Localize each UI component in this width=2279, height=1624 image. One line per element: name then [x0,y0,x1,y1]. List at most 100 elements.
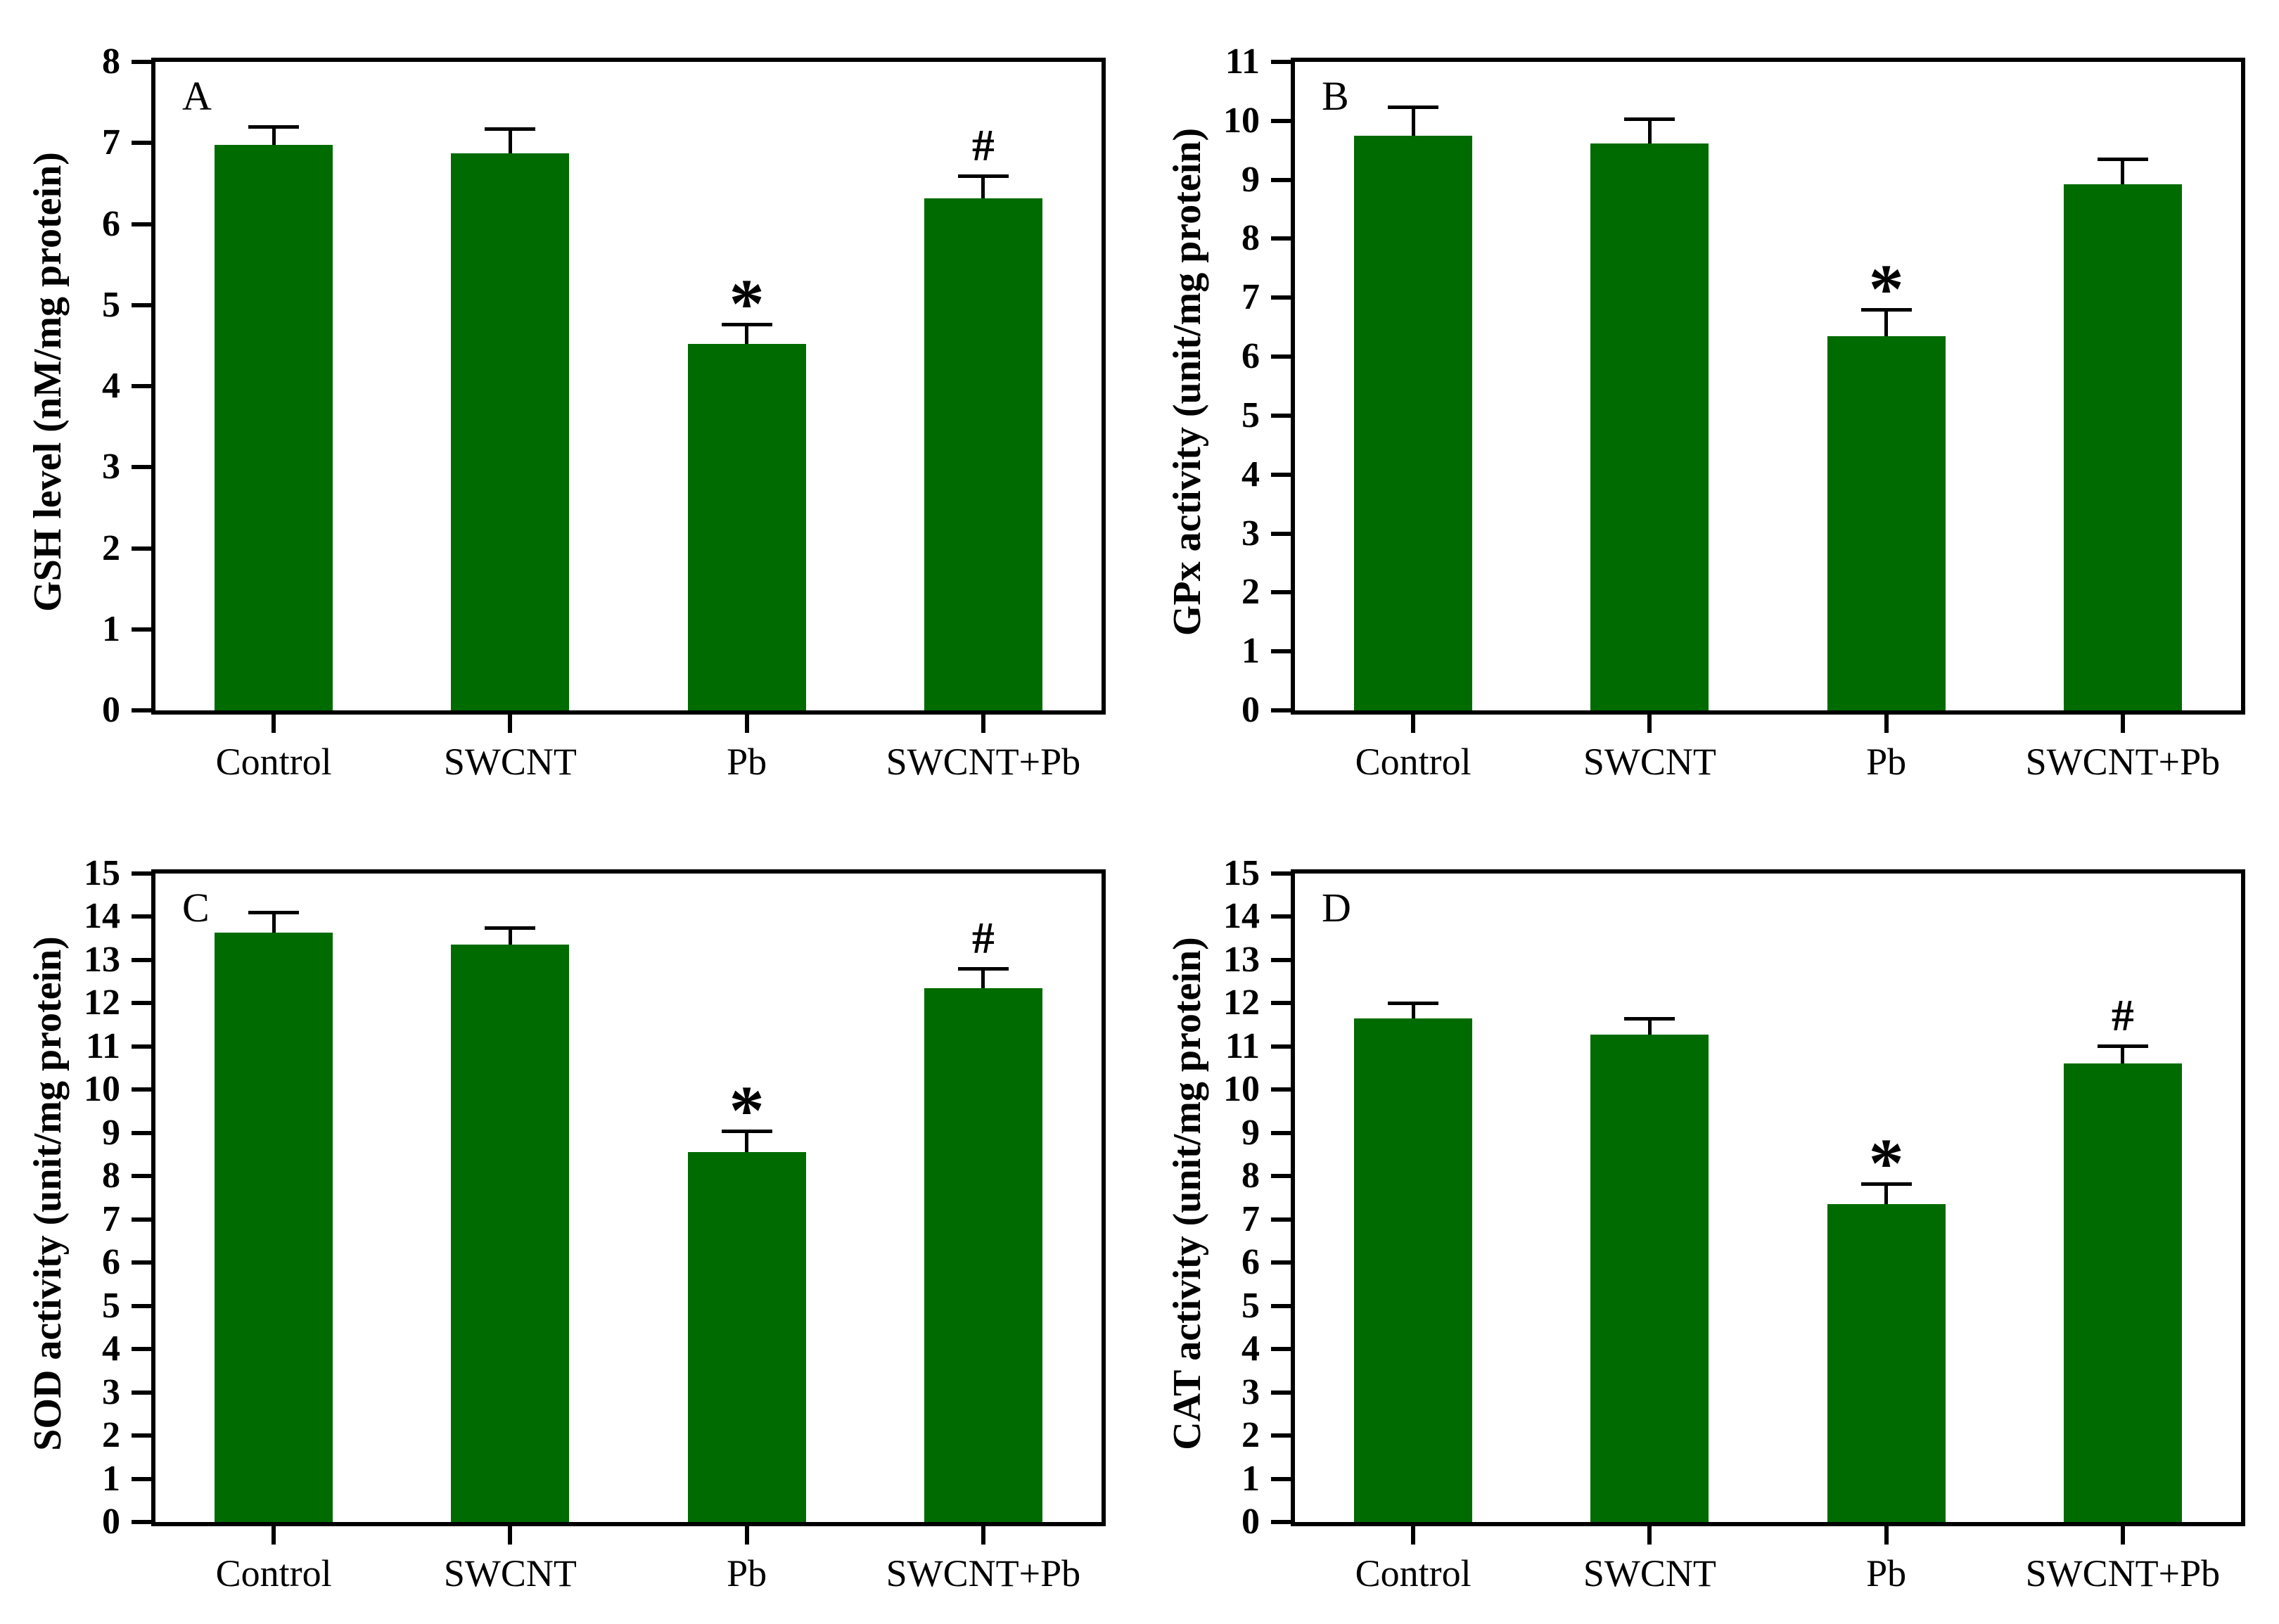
y-axis-tick-label: 1 [1241,631,1260,672]
bar-control [1354,135,1473,710]
error-bar-cap [1860,1182,1912,1186]
y-axis-tick-label: 11 [85,1025,120,1066]
y-axis-tick [1271,957,1291,962]
x-axis-tick [2120,1526,2125,1545]
error-bar-cap [1388,1002,1439,1006]
significance-asterisk: * [1868,249,1904,328]
error-bar-line [1884,1185,1889,1205]
error-bar-line [1647,120,1652,143]
y-axis-tick-label: 5 [102,1285,120,1326]
panel-c: C 0 1 2 3 4 5 6 7 8 9 10 11 12 13 14 15 Control SWCNT * Pb # S… [0,812,1140,1624]
error-bar-cap [721,322,772,326]
y-axis-tick [132,546,151,551]
y-axis-tick-label: 2 [102,528,120,568]
bar-pb [1827,1204,1946,1522]
y-axis-tick-label: 14 [84,896,120,937]
y-axis-tick [1271,914,1291,919]
y-axis-tick [132,1174,151,1179]
bar-swcnt [451,945,570,1522]
x-axis-tick [744,1526,749,1545]
y-axis-title: GSH level (nM/mg protein) [26,152,70,612]
y-axis-tick-label: 13 [84,939,120,980]
error-bar-cap [2097,157,2148,161]
x-category-label: Control [1355,741,1472,783]
bar-pb [687,1152,806,1522]
error-bar-cap [485,926,536,930]
y-axis-tick-label: 12 [84,983,120,1023]
y-axis-tick [132,1217,151,1222]
error-bar-line [2121,1047,2125,1064]
y-axis-tick [1271,1433,1291,1438]
y-axis-tick [132,1044,151,1049]
x-category-label: SWCNT+Pb [2025,1552,2221,1594]
y-axis-tick-label: 6 [102,1242,120,1283]
error-bar-line [1411,1005,1415,1018]
x-axis-tick [1411,715,1416,733]
error-bar-line [1411,109,1415,136]
y-axis-tick [1271,1001,1291,1006]
y-axis-tick [1271,531,1291,536]
x-axis-tick [1647,715,1652,733]
error-bar-line [508,130,512,154]
y-axis-tick-label: 7 [1241,277,1260,318]
y-axis-tick [1271,1390,1291,1395]
y-axis-tick-label: 6 [102,203,120,244]
y-axis-tick [132,465,151,470]
y-axis-tick [132,708,151,712]
y-axis-tick-label: 2 [1241,1415,1260,1456]
y-axis-tick [1271,1520,1291,1524]
y-axis-tick-label: 14 [1223,896,1260,937]
x-category-label: Control [215,741,332,783]
y-axis-tick-label: 9 [1241,159,1260,200]
error-bar-cap [721,1129,772,1133]
x-axis-tick [2120,715,2125,733]
error-bar-line [981,177,985,198]
y-axis-tick-label: 1 [1241,1458,1260,1499]
error-bar-cap [248,124,300,129]
y-axis-tick-label: 2 [102,1415,120,1456]
bar-swcnt-plus-pb [924,987,1042,1522]
y-axis-tick [1271,1217,1291,1222]
bar-swcnt-plus-pb [2063,1063,2182,1522]
y-axis-tick-label: 4 [1241,454,1260,494]
y-axis-tick [1271,1347,1291,1352]
bar-swcnt [1590,143,1709,710]
panel-d: D 0 1 2 3 4 5 6 7 8 9 10 11 12 13 14 15 Control SWCNT * Pb # S… [1140,812,2279,1624]
y-axis-tick [1271,472,1291,477]
y-axis-tick-label: 6 [1241,336,1260,377]
error-bar-cap [248,910,300,914]
y-axis-tick-label: 3 [102,1372,120,1412]
panel-letter: D [1322,885,1351,931]
y-axis-tick [132,1130,151,1135]
y-axis-tick-label: 13 [1223,939,1260,980]
plot-area-c: C 0 1 2 3 4 5 6 7 8 9 10 11 12 13 14 15 Control SWCNT * Pb # S… [84,855,1106,1592]
y-axis-tick [132,871,151,876]
y-axis-tick [1271,871,1291,876]
y-axis-tick-label: 12 [1223,983,1260,1023]
y-axis-tick [1271,1476,1291,1481]
bar-swcnt-plus-pb [2063,184,2182,710]
bar-control [215,144,333,710]
y-axis-tick-label: 1 [102,1458,120,1499]
y-axis-tick-label: 5 [1241,395,1260,435]
y-axis-tick-label: 9 [102,1112,120,1153]
y-axis-tick-label: 8 [102,41,120,82]
x-category-label: SWCNT [1583,741,1716,783]
panel-a: A 0 1 2 3 4 5 6 7 8 Control SWCNT * Pb # SWCNT+Pb GSH le… [0,0,1140,812]
error-bar-line [1647,1021,1652,1035]
error-bar-cap [957,967,1009,971]
y-axis-tick-label: 8 [102,1156,120,1196]
panel-letter: A [182,73,212,119]
y-axis-tick [1271,649,1291,654]
y-axis-tick [1271,295,1291,300]
y-axis-tick-label: 6 [1241,1242,1260,1283]
error-bar-cap [2097,1044,2148,1048]
y-axis-tick [132,1433,151,1438]
y-axis-tick-label: 0 [102,690,120,730]
y-axis-tick [1271,1303,1291,1308]
error-bar-cap [1624,1017,1675,1021]
bar-swcnt [1590,1035,1709,1522]
x-category-label: Pb [1866,1552,1907,1594]
y-axis-tick-label: 2 [1241,572,1260,613]
